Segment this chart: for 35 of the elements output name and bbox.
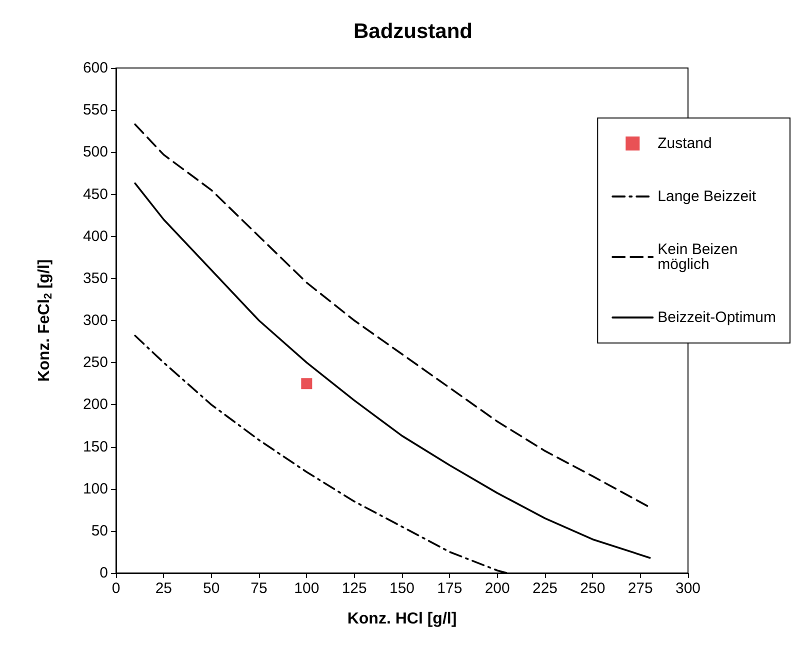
chart-title: Badzustand [353, 20, 473, 43]
y-tick-label: 500 [82, 144, 108, 161]
x-axis-title: Konz. HCl [g/l] [347, 610, 457, 628]
x-tick-label: 275 [628, 580, 653, 597]
x-tick-label: 225 [532, 580, 558, 597]
x-tick-label: 25 [155, 580, 172, 597]
y-tick-label: 50 [91, 522, 108, 540]
line-series [134, 182, 651, 559]
x-tick-label: 125 [342, 580, 367, 597]
line-series [134, 123, 651, 508]
x-tick-label: 50 [202, 580, 220, 597]
x-tick-label: 250 [580, 580, 606, 597]
x-tick-label: 100 [294, 580, 320, 597]
legend-label: Beizzeit-Optimum [658, 309, 776, 326]
y-tick-label: 150 [82, 438, 108, 456]
y-tick-label: 100 [82, 480, 108, 498]
x-tick-label: 0 [112, 580, 120, 597]
x-tick-label: 300 [675, 580, 701, 597]
legend-label: Kein Beizen möglich [658, 241, 742, 273]
y-tick-label: 450 [82, 186, 108, 203]
x-tick-label: 75 [250, 580, 268, 597]
y-axis-title: Konz. FeCl2 [g/l] [36, 259, 54, 382]
x-tick-label: 150 [389, 580, 415, 597]
y-tick-label: 600 [82, 60, 108, 76]
legend-label: Zustand [658, 135, 712, 152]
x-tick-label: 200 [484, 580, 510, 597]
x-tick-label: 175 [437, 580, 462, 597]
y-tick-label: 200 [82, 396, 108, 414]
y-tick-label: 400 [82, 228, 108, 245]
y-tick-label: 0 [100, 564, 108, 582]
y-tick-label: 300 [82, 312, 108, 329]
y-tick-label: 250 [82, 354, 108, 372]
legend-label: Lange Beizzeit [658, 188, 757, 205]
y-tick-label: 350 [82, 270, 108, 287]
y-tick-label: 550 [82, 102, 108, 119]
